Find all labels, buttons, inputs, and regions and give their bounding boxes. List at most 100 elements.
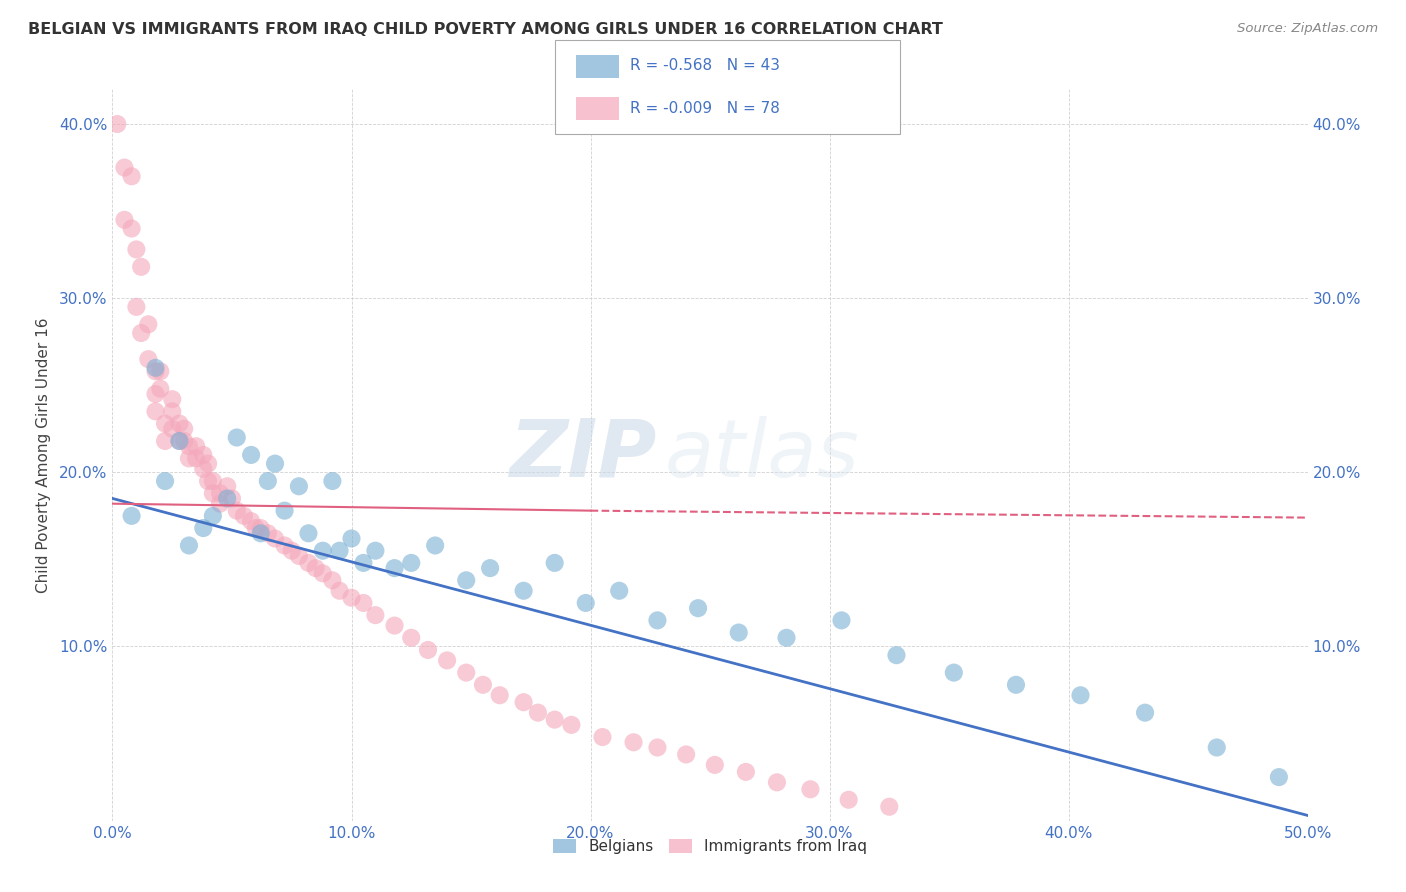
Point <box>281 543 304 558</box>
Point <box>125 243 148 257</box>
Point <box>138 352 160 367</box>
Point <box>169 434 191 448</box>
Point <box>217 479 239 493</box>
Point <box>138 318 160 332</box>
Point <box>384 618 406 632</box>
Point <box>121 508 143 523</box>
Point <box>201 486 224 500</box>
Point <box>177 451 200 466</box>
Point <box>364 543 387 558</box>
Point <box>125 300 148 314</box>
Point <box>173 434 195 448</box>
Point <box>340 532 363 546</box>
Point <box>162 404 183 418</box>
Point <box>512 583 534 598</box>
Point <box>145 360 167 375</box>
Point <box>831 613 853 627</box>
Y-axis label: Child Poverty Among Girls Under 16: Child Poverty Among Girls Under 16 <box>35 318 51 592</box>
Point <box>436 653 458 667</box>
Point <box>297 526 319 541</box>
Point <box>105 117 128 131</box>
Point <box>240 514 263 528</box>
Point <box>264 457 287 471</box>
Point <box>249 521 271 535</box>
Point <box>209 486 232 500</box>
Point <box>942 665 965 680</box>
Point <box>149 364 172 378</box>
Point <box>153 474 176 488</box>
Point <box>401 556 423 570</box>
Point <box>675 747 697 762</box>
Point <box>129 260 152 274</box>
Point <box>488 688 510 702</box>
Point <box>527 706 550 720</box>
Point <box>623 735 645 749</box>
Point <box>364 608 387 623</box>
Point <box>217 491 239 506</box>
Point <box>560 718 582 732</box>
Point <box>162 422 183 436</box>
Point <box>257 474 280 488</box>
Point <box>329 543 352 558</box>
Point <box>727 625 749 640</box>
Point <box>197 474 219 488</box>
Point <box>312 543 335 558</box>
Point <box>1205 740 1227 755</box>
Point <box>886 648 908 663</box>
Point <box>416 643 439 657</box>
Point <box>245 521 267 535</box>
Point <box>129 326 152 340</box>
Point <box>879 799 901 814</box>
Point <box>799 782 821 797</box>
Point <box>169 417 191 431</box>
Point <box>145 404 167 418</box>
Point <box>775 631 797 645</box>
Point <box>321 574 343 588</box>
Text: Source: ZipAtlas.com: Source: ZipAtlas.com <box>1237 22 1378 36</box>
Point <box>145 387 167 401</box>
Text: atlas: atlas <box>665 416 859 494</box>
Point <box>177 539 200 553</box>
Point <box>114 161 135 175</box>
Point <box>233 508 256 523</box>
Point <box>288 549 311 563</box>
Point <box>145 364 167 378</box>
Point <box>735 764 758 779</box>
Point <box>575 596 598 610</box>
Point <box>456 574 478 588</box>
Point <box>209 497 232 511</box>
Point <box>173 422 195 436</box>
Legend: Belgians, Immigrants from Iraq: Belgians, Immigrants from Iraq <box>547 833 873 861</box>
Point <box>543 713 565 727</box>
Point <box>838 793 860 807</box>
Point <box>1268 770 1291 784</box>
Point <box>264 532 287 546</box>
Point <box>162 392 183 407</box>
Point <box>225 503 247 517</box>
Point <box>647 613 669 627</box>
Point <box>193 448 215 462</box>
Point <box>425 539 447 553</box>
Point <box>297 556 319 570</box>
Point <box>305 561 328 575</box>
Point <box>352 596 374 610</box>
Point <box>703 758 725 772</box>
Point <box>121 221 143 235</box>
Point <box>249 526 271 541</box>
Point <box>1005 678 1028 692</box>
Text: BELGIAN VS IMMIGRANTS FROM IRAQ CHILD POVERTY AMONG GIRLS UNDER 16 CORRELATION C: BELGIAN VS IMMIGRANTS FROM IRAQ CHILD PO… <box>28 22 943 37</box>
Point <box>201 474 224 488</box>
Point <box>647 740 669 755</box>
Point <box>273 503 295 517</box>
Point <box>321 474 343 488</box>
Point <box>149 382 172 396</box>
Point <box>329 583 352 598</box>
Point <box>193 462 215 476</box>
Point <box>257 526 280 541</box>
Point <box>352 556 374 570</box>
Point <box>221 491 243 506</box>
Point <box>186 439 208 453</box>
Point <box>1070 688 1092 702</box>
Point <box>186 451 208 466</box>
Point <box>472 678 495 692</box>
